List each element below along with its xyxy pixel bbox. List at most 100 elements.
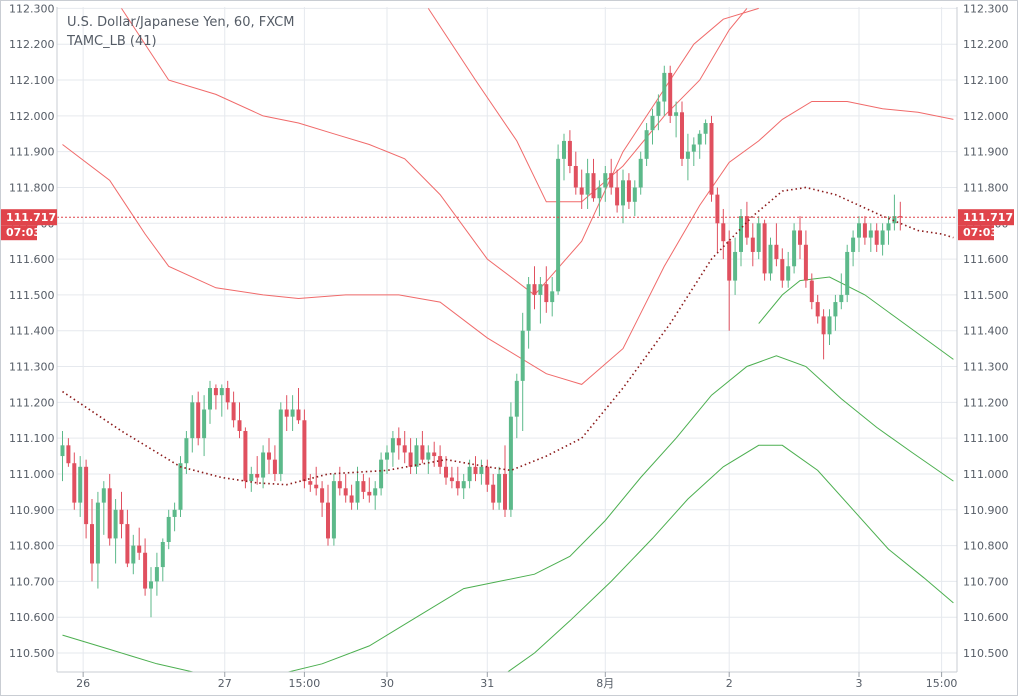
- candle-body: [721, 223, 726, 242]
- candle-down: [402, 430, 407, 464]
- price-badge-left-value: 111.717: [6, 211, 56, 224]
- y-tick-label-left: 112.200: [9, 38, 55, 51]
- candle-body: [90, 524, 94, 564]
- candle-up: [733, 237, 738, 295]
- candle-body: [426, 452, 431, 460]
- y-tick-label-left: 111.500: [9, 289, 55, 302]
- candle-up: [385, 445, 389, 474]
- candle-body: [868, 230, 873, 238]
- candle-body: [461, 481, 466, 489]
- candle-down: [821, 309, 826, 360]
- candle-body: [532, 284, 537, 295]
- candle-body: [331, 481, 336, 539]
- candle-up: [868, 223, 873, 252]
- candle-up: [632, 180, 637, 217]
- candle-down: [337, 466, 342, 496]
- candle-body: [414, 445, 419, 467]
- candle-body: [261, 452, 266, 478]
- candle-body: [272, 459, 277, 474]
- candle-up: [827, 309, 832, 346]
- last-price-badges: 111.717 07:03 111.717 07:03: [1, 209, 1014, 241]
- candle-body: [190, 402, 195, 439]
- candle-up: [656, 94, 661, 131]
- candle-up: [845, 244, 850, 303]
- candle-down: [296, 388, 301, 424]
- y-tick-label-right: 112.000: [963, 110, 1009, 123]
- candle-body: [662, 72, 667, 102]
- y-tick-label-right: 111.000: [963, 468, 1009, 481]
- candle-down: [320, 481, 325, 517]
- candle-body: [857, 223, 861, 238]
- candle-up: [550, 277, 555, 317]
- candle-up: [857, 216, 861, 252]
- candle-down: [491, 473, 496, 510]
- lower-band-line: [62, 355, 954, 672]
- candle-down: [727, 230, 732, 331]
- candle-up: [60, 430, 65, 482]
- candle-body: [744, 216, 749, 238]
- candle-down: [196, 391, 201, 446]
- candle-down: [609, 158, 614, 195]
- candle-up: [556, 144, 561, 295]
- candle-down: [774, 223, 779, 267]
- candle-body: [497, 473, 502, 503]
- candle-up: [95, 491, 100, 589]
- candle-down: [432, 441, 437, 467]
- candle-body: [119, 509, 124, 525]
- candle-body: [72, 463, 77, 503]
- candle-body: [455, 481, 460, 489]
- candle-body: [803, 244, 808, 281]
- candle-up: [278, 402, 283, 482]
- candle-down: [284, 395, 289, 431]
- candle-body: [60, 445, 65, 457]
- candle-down: [125, 509, 130, 568]
- candle-body: [550, 291, 555, 303]
- candle-body: [390, 438, 395, 453]
- y-tick-label-left: 111.600: [9, 253, 55, 266]
- candle-down: [567, 130, 572, 174]
- candle-up: [662, 65, 667, 116]
- candle-body: [320, 488, 325, 503]
- candle-body: [898, 216, 903, 218]
- candle-body: [650, 115, 655, 131]
- candle-body: [691, 144, 696, 152]
- candle-down: [420, 430, 425, 464]
- candle-down: [438, 445, 443, 474]
- y-tick-label-right: 111.900: [963, 146, 1009, 159]
- candle-body: [733, 251, 738, 281]
- candle-up: [414, 438, 419, 474]
- candle-body: [774, 244, 779, 260]
- candle-body: [249, 473, 254, 482]
- candle-body: [680, 112, 684, 159]
- candle-up: [768, 237, 773, 281]
- candle-down: [255, 456, 260, 485]
- candle-body: [237, 420, 242, 431]
- candle-down: [343, 473, 348, 503]
- candle-body: [326, 502, 330, 539]
- candle-body: [213, 388, 218, 396]
- lower-band-line: [506, 444, 954, 672]
- time-badge-left-value: 07:03: [6, 226, 41, 239]
- candle-up: [644, 123, 649, 166]
- candle-down: [408, 438, 413, 474]
- candle-down: [326, 484, 330, 546]
- candle-up: [562, 133, 566, 181]
- candle-up: [101, 481, 106, 535]
- candle-body: [715, 194, 720, 224]
- candle-up: [851, 230, 856, 267]
- candle-up: [261, 445, 266, 489]
- candle-body: [514, 380, 519, 417]
- candle-up: [514, 373, 519, 439]
- candle-body: [402, 445, 407, 453]
- candle-up: [674, 101, 679, 138]
- candle-down: [396, 427, 401, 460]
- candle-up: [597, 180, 602, 217]
- candle-body: [479, 466, 484, 474]
- candle-up: [467, 459, 472, 489]
- candle-body: [160, 542, 165, 568]
- candle-body: [349, 495, 354, 503]
- candle-body: [556, 158, 561, 292]
- candle-up: [172, 502, 177, 532]
